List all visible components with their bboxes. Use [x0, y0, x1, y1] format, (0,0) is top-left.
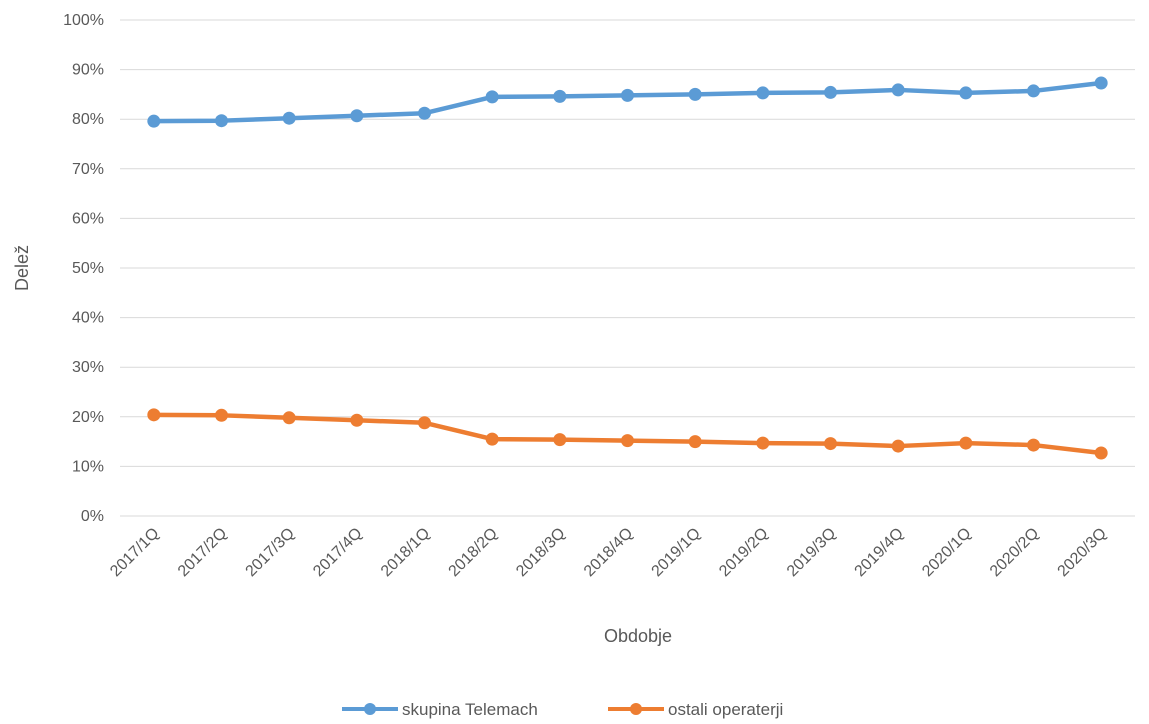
legend-item-telemach: skupina Telemach [342, 700, 538, 719]
data-point [215, 114, 228, 128]
series-layer [147, 76, 1108, 460]
data-point [418, 416, 431, 430]
legend-label-ostali: ostali operaterji [668, 700, 783, 719]
data-point [147, 114, 161, 128]
data-point [350, 413, 364, 427]
data-point [350, 109, 364, 123]
x-tick-label: 2017/1Q [107, 525, 162, 580]
data-point [282, 111, 296, 125]
x-tick-label: 2019/3Q [784, 525, 839, 580]
x-tick-label: 2019/4Q [852, 525, 907, 580]
data-point [688, 435, 702, 449]
x-tick-label: 2018/4Q [581, 525, 636, 580]
x-axis-title: Obdobje [604, 626, 672, 646]
data-point [959, 436, 973, 450]
x-tick-label: 2020/1Q [919, 525, 974, 580]
data-point [485, 432, 499, 446]
data-point [1094, 76, 1108, 90]
y-tick-label: 100% [63, 12, 104, 29]
data-point [756, 86, 770, 100]
data-point [553, 89, 567, 103]
legend-label-telemach: skupina Telemach [402, 700, 538, 719]
data-point [891, 83, 905, 97]
y-tick-label: 0% [81, 508, 104, 525]
data-point [688, 87, 702, 101]
y-axis-ticks: 0% 10% 20% 30% 40% 50% 60% 70% 80% 90% 100% [63, 12, 104, 525]
series-ostali [147, 408, 1108, 460]
legend-marker-telemach [364, 703, 376, 715]
series-telemach [147, 76, 1108, 128]
x-axis-ticks: 2017/1Q 2017/2Q 2017/3Q 2017/4Q 2018/1Q 2018/… [107, 525, 1110, 580]
x-tick-label: 2019/2Q [716, 525, 771, 580]
series-line [151, 412, 1104, 456]
x-tick-label: 2017/2Q [175, 525, 230, 580]
y-tick-label: 80% [72, 111, 104, 128]
y-axis-title: Delež [12, 245, 32, 291]
y-tick-label: 70% [72, 161, 104, 178]
data-point [621, 434, 634, 448]
data-point [824, 85, 837, 99]
y-tick-label: 20% [72, 409, 104, 426]
data-point [282, 411, 296, 425]
legend: skupina Telemach ostali operaterji [342, 700, 783, 719]
legend-item-ostali: ostali operaterji [608, 700, 783, 719]
x-tick-label: 2018/3Q [513, 525, 568, 580]
legend-marker-ostali [630, 703, 642, 715]
y-tick-label: 40% [72, 310, 104, 327]
x-tick-label: 2020/2Q [987, 525, 1042, 580]
data-point [891, 439, 905, 453]
data-point [1094, 446, 1108, 460]
data-point [215, 408, 228, 422]
x-tick-label: 2018/1Q [378, 525, 433, 580]
y-tick-label: 10% [72, 458, 104, 475]
x-tick-label: 2019/1Q [649, 525, 704, 580]
y-tick-label: 30% [72, 359, 104, 376]
y-tick-label: 60% [72, 210, 104, 227]
data-point [621, 88, 634, 102]
data-point [756, 436, 770, 450]
data-point [959, 86, 973, 100]
data-point [147, 408, 161, 422]
y-tick-label: 90% [72, 62, 104, 79]
data-point [485, 90, 499, 104]
y-tick-label: 50% [72, 260, 104, 277]
data-point [553, 433, 567, 447]
series-line [151, 80, 1104, 124]
data-point [824, 437, 837, 451]
x-tick-label: 2017/3Q [243, 525, 298, 580]
data-point [1027, 438, 1040, 452]
x-tick-label: 2020/3Q [1055, 525, 1110, 580]
x-tick-label: 2017/4Q [310, 525, 365, 580]
data-point [1027, 84, 1040, 98]
x-tick-label: 2018/2Q [446, 525, 501, 580]
data-point [418, 106, 431, 120]
